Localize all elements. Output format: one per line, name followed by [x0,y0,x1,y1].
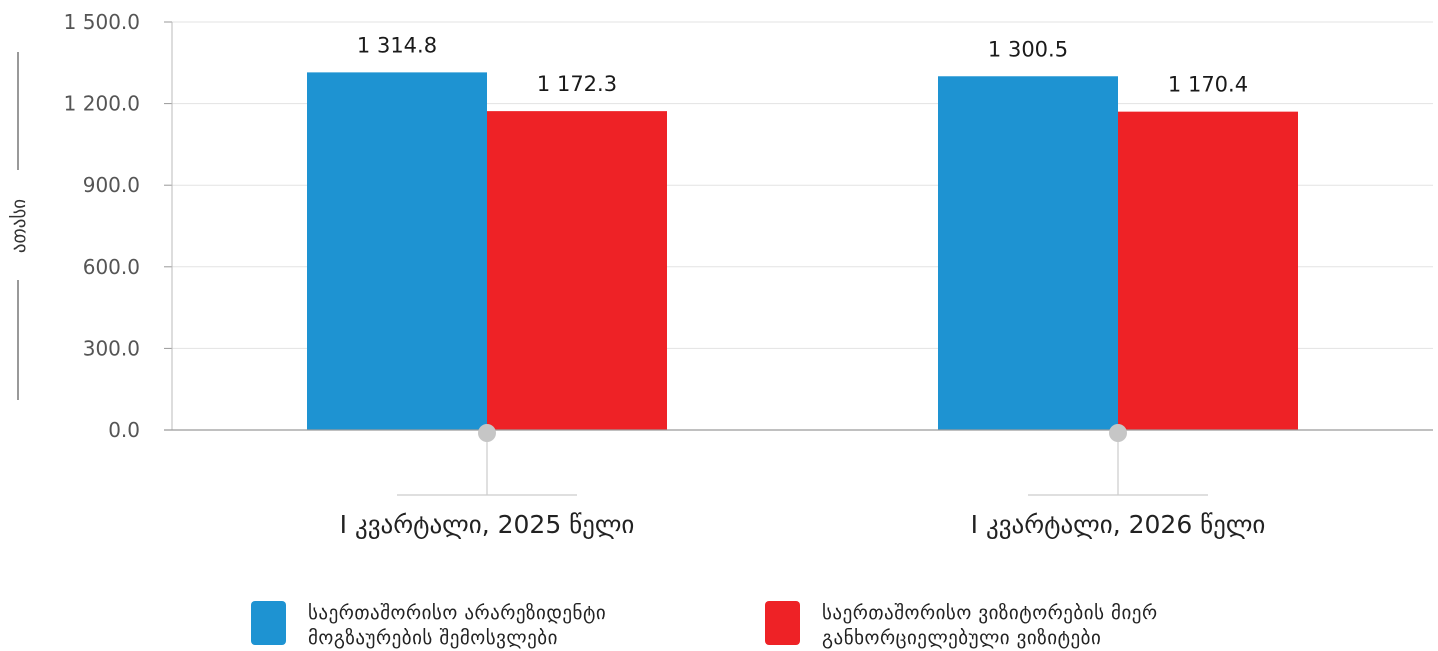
bars [307,72,1298,431]
x-category-label-2: I კვარტალი, 2026 წელი [971,510,1266,539]
legend-swatch-series-1 [251,601,286,645]
legend-label-series-2: საერთაშორისო ვიზიტორების მიერ განხორციელ… [822,602,1158,649]
bar-series-1-cat-1 [307,72,487,431]
data-label-series-1-cat-2: 1 300.5 [988,37,1068,61]
bar-series-2-cat-1 [487,111,667,430]
x-category-label-1: I კვარტალი, 2025 წელი [340,510,635,539]
category-marker-dot [478,424,496,442]
legend-swatch-series-2 [765,601,800,645]
category-marker-dot [1109,424,1127,442]
data-label-series-2-cat-2: 1 170.4 [1168,73,1248,97]
x-axis: I კვარტალი, 2025 წელი I კვარტალი, 2026 წე… [164,424,1433,539]
y-tick-label: 600.0 [83,255,140,279]
y-axis-label: ათასი [8,52,30,400]
legend-item-series-1[interactable]: საერთაშორისო არარეზიდენტი მოგზაურების შე… [251,601,698,651]
legend: საერთაშორისო არარეზიდენტი მოგზაურების შე… [0,601,1438,649]
bar-series-1-cat-2 [938,76,1118,430]
y-tick-label: 0.0 [108,418,140,442]
bar-series-2-cat-2 [1118,111,1298,431]
bar-chart: 0.0 300.0 600.0 900.0 1 200.0 1 500.0 1 314.8… [8,10,1433,539]
y-tick-label: 1 500.0 [64,10,140,34]
data-label-series-2-cat-1: 1 172.3 [537,72,617,96]
data-labels: 1 314.8 1 172.3 1 300.5 1 170.4 [357,33,1248,96]
legend-label-series-1: საერთაშორისო არარეზიდენტი მოგზაურების შე… [308,602,607,649]
y-tick-label: 300.0 [83,336,140,360]
y-tick-labels: 0.0 300.0 600.0 900.0 1 200.0 1 500.0 [64,10,140,442]
legend-item-series-2[interactable]: საერთაშორისო ვიზიტორების მიერ განხორციელ… [765,601,1212,651]
data-label-series-1-cat-1: 1 314.8 [357,33,437,57]
y-tick-label: 1 200.0 [64,92,140,116]
y-tick-label: 900.0 [83,173,140,197]
y-axis-label-text: ათასი [8,199,30,253]
